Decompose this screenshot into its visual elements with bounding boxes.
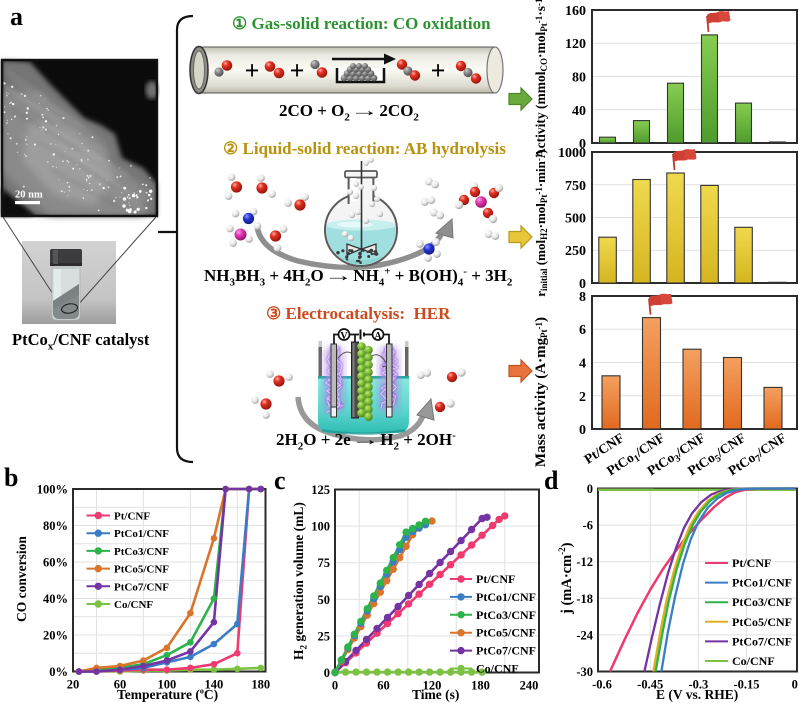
svg-text:60: 60 — [377, 679, 390, 693]
svg-text:0: 0 — [579, 423, 586, 438]
svg-text:-0.3: -0.3 — [689, 678, 709, 692]
svg-text:50: 50 — [318, 593, 331, 607]
svg-text:500: 500 — [565, 212, 586, 227]
svg-text:PtCo5/CNF: PtCo5/CNF — [114, 564, 169, 576]
svg-text:PtCo1/CNF: PtCo1/CNF — [114, 528, 169, 540]
svg-text:140: 140 — [205, 678, 224, 692]
svg-text:60%: 60% — [43, 556, 68, 570]
svg-text:1000: 1000 — [558, 146, 586, 161]
svg-text:V: V — [340, 331, 348, 342]
svg-text:25: 25 — [318, 629, 331, 643]
svg-text:PtCo3/CNF: PtCo3/CNF — [114, 546, 169, 558]
svg-text:PtCo5/CNF: PtCo5/CNF — [732, 615, 792, 629]
svg-text:4: 4 — [579, 357, 586, 372]
svg-text:-0.6: -0.6 — [592, 678, 612, 692]
svg-text:rinitial (molH2·molPt-1·min-1): rinitial (molH2·molPt-1·min-1) — [533, 149, 549, 296]
svg-text:0: 0 — [579, 277, 586, 292]
svg-text:-18: -18 — [576, 592, 593, 606]
svg-text:125: 125 — [311, 483, 330, 497]
svg-text:Pt/CNF: Pt/CNF — [476, 572, 515, 586]
svg-text:-12: -12 — [576, 555, 593, 569]
svg-text:Pt/CNF: Pt/CNF — [114, 511, 150, 523]
svg-text:100%: 100% — [37, 483, 68, 497]
svg-text:240: 240 — [520, 679, 539, 693]
svg-text:PtCo1/CNF: PtCo1/CNF — [476, 590, 536, 604]
svg-text:750: 750 — [565, 179, 586, 194]
svg-text:A: A — [374, 331, 382, 342]
svg-text:20%: 20% — [43, 629, 68, 643]
svg-text:PtCo3/CNF: PtCo3/CNF — [732, 595, 792, 609]
svg-text:0: 0 — [587, 482, 593, 496]
svg-text:Co/CNF: Co/CNF — [476, 662, 519, 676]
svg-text:80%: 80% — [43, 519, 68, 533]
svg-text:120: 120 — [565, 37, 586, 52]
svg-text:+: + — [290, 56, 305, 85]
svg-text:Co/CNF: Co/CNF — [114, 599, 153, 611]
svg-text:0: 0 — [792, 678, 798, 692]
svg-text:180: 180 — [251, 678, 270, 692]
svg-text:0%: 0% — [49, 665, 68, 679]
svg-text:0: 0 — [324, 666, 330, 680]
svg-text:100: 100 — [158, 678, 177, 692]
svg-text:-0.15: -0.15 — [733, 678, 759, 692]
svg-text:6: 6 — [579, 323, 586, 338]
svg-text:8: 8 — [579, 290, 586, 305]
svg-text:2: 2 — [579, 390, 586, 405]
svg-text:Activity (mmolCO·molPt-1·s-1): Activity (mmolCO·molPt-1·s-1) — [533, 0, 549, 158]
svg-text:Mass activity (A·mgPt-1): Mass activity (A·mgPt-1) — [533, 317, 549, 467]
svg-text:40%: 40% — [43, 592, 68, 606]
svg-text:Co/CNF: Co/CNF — [732, 654, 775, 668]
svg-text:0: 0 — [332, 679, 338, 693]
svg-text:180: 180 — [471, 679, 490, 693]
svg-text:75: 75 — [318, 556, 331, 570]
svg-text:20 nm: 20 nm — [15, 190, 43, 201]
svg-text:-30: -30 — [576, 665, 593, 679]
svg-text:PtCo1/CNF: PtCo1/CNF — [732, 576, 792, 590]
svg-text:100: 100 — [311, 520, 330, 534]
svg-text:PtCo7/CNF: PtCo7/CNF — [476, 644, 536, 658]
svg-text:Pt/CNF: Pt/CNF — [732, 556, 771, 570]
svg-text:PtCo5/CNF: PtCo5/CNF — [476, 626, 536, 640]
svg-text:-24: -24 — [576, 628, 593, 642]
svg-text:PtCo3/CNF: PtCo3/CNF — [476, 608, 536, 622]
svg-text:+: + — [431, 56, 446, 85]
svg-text:-0.45: -0.45 — [637, 678, 663, 692]
svg-text:40: 40 — [572, 104, 586, 119]
svg-text:-6: -6 — [583, 519, 593, 533]
svg-text:120: 120 — [423, 679, 442, 693]
svg-text:+: + — [245, 56, 260, 85]
svg-text:PtCo7/CNF: PtCo7/CNF — [732, 634, 792, 648]
svg-text:0: 0 — [579, 137, 586, 152]
svg-text:PtCo7/CNF: PtCo7/CNF — [114, 581, 169, 593]
svg-text:160: 160 — [565, 4, 586, 19]
svg-text:80: 80 — [572, 71, 586, 86]
svg-text:60: 60 — [114, 678, 127, 692]
svg-text:250: 250 — [565, 244, 586, 259]
svg-text:20: 20 — [67, 678, 80, 692]
